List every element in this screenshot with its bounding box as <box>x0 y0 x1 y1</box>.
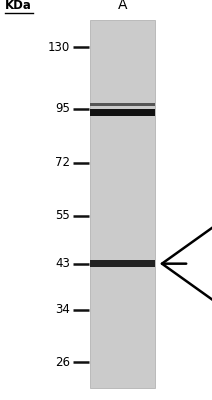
Text: 130: 130 <box>48 41 70 54</box>
Text: 34: 34 <box>55 303 70 316</box>
Text: 55: 55 <box>55 209 70 222</box>
Text: KDa: KDa <box>5 0 32 12</box>
FancyBboxPatch shape <box>90 103 155 106</box>
FancyBboxPatch shape <box>90 109 155 116</box>
Text: 26: 26 <box>55 356 70 368</box>
FancyBboxPatch shape <box>90 20 155 388</box>
Text: A: A <box>118 0 127 12</box>
Text: 95: 95 <box>55 102 70 115</box>
FancyBboxPatch shape <box>90 260 155 267</box>
Text: 72: 72 <box>55 156 70 169</box>
Text: 43: 43 <box>55 257 70 270</box>
